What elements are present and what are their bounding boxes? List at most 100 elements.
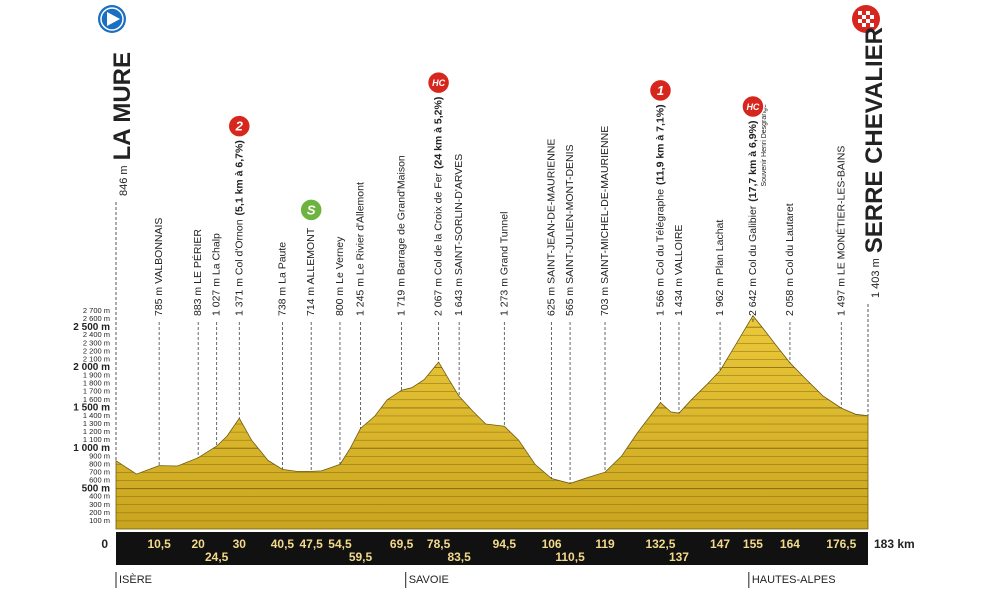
start-title: 846 m LA MURE	[109, 52, 136, 196]
y-tick-label: 2 200 m	[83, 346, 110, 355]
waypoint-label: 1 643 m SAINT-SORLIN-D'ARVES	[453, 154, 465, 316]
start-altitude: 846 m	[118, 165, 130, 196]
y-tick-label: 1 700 m	[83, 387, 110, 396]
waypoint-name: 1 566 m Col du Télégraphe	[654, 189, 666, 316]
waypoint-name: 1 643 m SAINT-SORLIN-D'ARVES	[453, 154, 465, 316]
y-tick-label: 300 m	[89, 500, 110, 509]
waypoint-label: 1 497 m LE MONÉTIER-LES-BAINS	[834, 146, 847, 316]
waypoint-name: 625 m SAINT-JEAN-DE-MAURIENNE	[545, 139, 557, 316]
y-tick-label: 1 000 m	[73, 443, 110, 454]
climb-badge-label: 1	[657, 83, 664, 98]
waypoint-label: 800 m Le Verney	[334, 236, 346, 316]
waypoint-label: 2 058 m Col du Lautaret	[784, 203, 796, 316]
y-tick-label: 700 m	[89, 467, 110, 476]
y-tick-label: 2 400 m	[83, 330, 110, 339]
x-tick-label: 119	[595, 537, 615, 551]
waypoint-name: 1 245 m Le Rivier d'Allemont	[354, 182, 366, 316]
climb-badge-label: S	[307, 202, 316, 217]
waypoint-label: 2 067 m Col de la Croix de Fer (24 km à 5…	[432, 97, 444, 316]
waypoint-name: 800 m Le Verney	[334, 236, 346, 316]
x-tick-label: 24,5	[205, 550, 229, 564]
climb-badge	[227, 114, 252, 138]
y-tick-label: 1 500 m	[73, 403, 110, 414]
finish-title: 1 403 m SERRE CHEVALIER	[861, 27, 888, 298]
start-icon	[98, 5, 126, 33]
x-tick-label: 10,5	[147, 537, 171, 551]
climb-badge-label: HC	[432, 78, 445, 88]
x-tick-label: 94,5	[493, 537, 517, 551]
finish-altitude: 1 403 m	[870, 258, 882, 298]
waypoint-name: 785 m VALBONNAIS	[153, 218, 165, 316]
waypoint-label: 1 962 m Plan Lachat	[714, 220, 726, 316]
waypoint-label: 1 027 m La Chalp	[210, 233, 222, 316]
waypoint-label: 1 719 m Barrage de Grand'Maison	[395, 155, 407, 316]
finish-icon	[852, 5, 880, 33]
region-label: HAUTES-ALPES	[752, 574, 836, 586]
x-tick-label: 137	[669, 550, 689, 564]
y-tick-label: 1 400 m	[83, 411, 110, 420]
start-name: LA MURE	[109, 52, 136, 160]
climb-badge-label: 2	[235, 119, 244, 134]
climb-badge	[648, 78, 673, 103]
y-tick-label: 1 800 m	[83, 379, 110, 388]
finish-name: SERRE CHEVALIER	[861, 27, 888, 253]
waypoint-label: 1 371 m Col d'Ornon (5,1 km à 6,7%)	[233, 140, 245, 316]
x-tick-label: 110,5	[555, 550, 585, 564]
waypoint-detail: (17,7 km à 6,9%)	[747, 121, 759, 202]
y-tick-label: 2 100 m	[83, 354, 110, 363]
waypoint-name: 2 058 m Col du Lautaret	[784, 203, 796, 316]
x-tick-label: 30	[233, 537, 247, 551]
y-tick-label: 400 m	[89, 492, 110, 501]
y-tick-label: 1 600 m	[83, 395, 110, 404]
waypoint-name: 565 m SAINT-JULIEN-MONT-DENIS	[564, 144, 576, 316]
climb-badge	[741, 94, 765, 119]
waypoint-name: 2 642 m Col du Galibier	[747, 205, 759, 316]
waypoint-name: 2 067 m Col de la Croix de Fer	[432, 173, 444, 316]
y-tick-label: 600 m	[89, 476, 110, 485]
waypoint-label: 625 m SAINT-JEAN-DE-MAURIENNE	[545, 139, 557, 316]
climb-badge-label: HC	[746, 102, 759, 112]
y-tick-label: 2 500 m	[73, 322, 110, 333]
x-tick-label: 132,5	[645, 537, 675, 551]
x-tick-label: 0	[101, 537, 108, 551]
waypoint-detail: (11,9 km à 7,1%)	[654, 104, 666, 185]
waypoint-label: 2 642 m Col du Galibier (17,7 km à 6,9%)	[747, 121, 759, 316]
waypoint-label: 565 m SAINT-JULIEN-MONT-DENIS	[564, 144, 576, 316]
waypoint-label: 785 m VALBONNAIS	[153, 218, 165, 316]
waypoint-name: 1 273 m Grand Tunnel	[498, 212, 510, 316]
waypoint-name: 738 m La Paute	[276, 242, 288, 316]
y-tick-label: 1 300 m	[83, 419, 110, 428]
waypoint-name: 1 962 m Plan Lachat	[714, 220, 726, 316]
y-tick-label: 1 900 m	[83, 371, 110, 380]
waypoint-name: 703 m SAINT-MICHEL-DE-MAURIENNE	[599, 126, 611, 316]
x-tick-label: 176,5	[826, 537, 856, 551]
waypoint-name: 714 m ALLEMONT	[305, 227, 317, 316]
x-tick-label: 147	[710, 537, 730, 551]
x-tick-label: 106	[542, 537, 562, 551]
waypoint-name: 1 719 m Barrage de Grand'Maison	[395, 155, 407, 316]
y-tick-label: 800 m	[89, 459, 110, 468]
climb-badge	[299, 198, 323, 222]
y-tick-label: 500 m	[82, 483, 110, 494]
x-tick-label: 183 km	[874, 537, 915, 551]
waypoint-label: 1 273 m Grand Tunnel	[498, 212, 510, 316]
x-tick-label: 83,5	[447, 550, 471, 564]
waypoint-label: 883 m LE PÉRIER	[191, 229, 204, 316]
y-tick-label: 2 300 m	[83, 338, 110, 347]
waypoint-name: 883 m LE PÉRIER	[191, 229, 204, 316]
x-tick-label: 40,5	[271, 537, 295, 551]
climb-badge	[426, 70, 451, 95]
y-tick-label: 200 m	[89, 508, 110, 517]
y-tick-label: 2 700 m	[83, 306, 110, 315]
x-tick-label: 164	[780, 537, 800, 551]
waypoint-label: 1 245 m Le Rivier d'Allemont	[354, 182, 366, 316]
x-tick-label: 59,5	[349, 550, 373, 564]
x-tick-label: 69,5	[390, 537, 414, 551]
region-label: SAVOIE	[409, 574, 449, 586]
region-label: ISÈRE	[119, 573, 152, 586]
y-tick-label: 2 600 m	[83, 314, 110, 323]
x-tick-label: 20	[192, 537, 206, 551]
y-tick-label: 900 m	[89, 451, 110, 460]
waypoint-name: 1 371 m Col d'Ornon	[233, 219, 245, 316]
